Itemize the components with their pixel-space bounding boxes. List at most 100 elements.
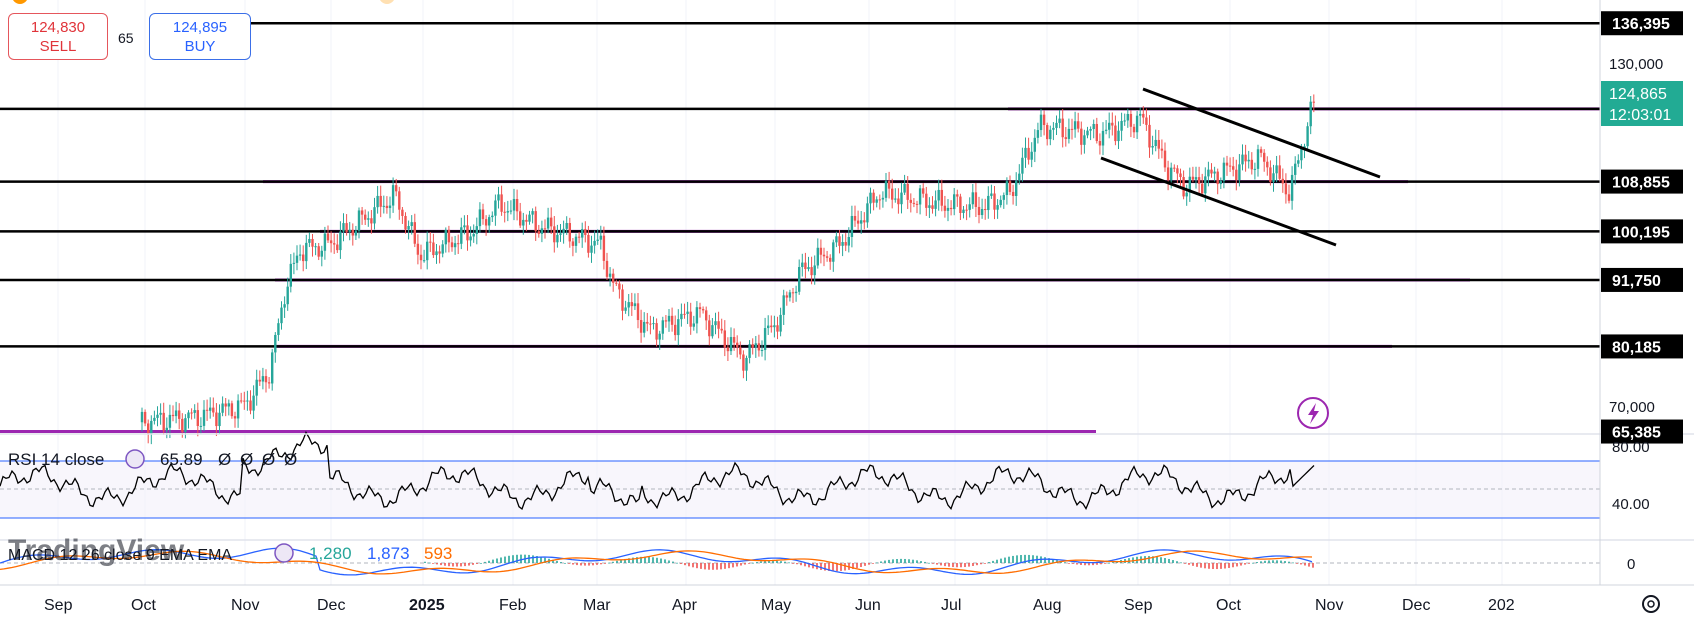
macd-line <box>0 547 1313 576</box>
candle <box>711 318 714 339</box>
channel-upper-line[interactable] <box>1142 87 1381 179</box>
gear-icon[interactable] <box>1642 595 1660 613</box>
candle <box>348 221 351 241</box>
candle <box>373 197 376 230</box>
descending-channel-drawing[interactable] <box>1100 87 1381 247</box>
candle <box>1083 129 1086 154</box>
candle <box>918 184 922 215</box>
candle <box>677 309 680 346</box>
candle <box>661 316 664 340</box>
candle <box>891 178 894 209</box>
price-tick-130000: 130,000 <box>1609 56 1663 73</box>
candle <box>624 300 627 314</box>
time-label-dec: Dec <box>1402 597 1430 614</box>
candle <box>1042 110 1046 136</box>
candle <box>878 194 881 210</box>
candle <box>159 403 162 425</box>
rsi-placeholder-3: Ø <box>262 450 275 469</box>
candle <box>354 225 358 241</box>
candle <box>940 179 943 212</box>
channel-lower-line[interactable] <box>1100 156 1337 247</box>
candle <box>460 217 463 250</box>
rsi-placeholder-1: Ø <box>218 450 231 469</box>
candle <box>860 211 863 234</box>
rsi-legend[interactable]: RSI 14 close 65.89 Ø Ø Ø Ø <box>8 449 297 469</box>
candle <box>571 238 575 257</box>
candle <box>838 230 841 254</box>
candle <box>825 250 829 262</box>
candle <box>953 188 956 216</box>
buy-price: 124,895 <box>172 19 228 36</box>
candle <box>881 191 885 208</box>
candle <box>763 317 767 361</box>
level-price-labels[interactable]: 136,395121,500108,855100,19591,75080,185… <box>1601 11 1683 444</box>
candle <box>822 247 826 267</box>
candle <box>295 245 299 271</box>
candle <box>729 327 733 356</box>
candle <box>233 411 237 428</box>
top-left-partial-icon[interactable] <box>12 0 28 4</box>
macd-pane[interactable] <box>0 547 1600 576</box>
candle <box>534 206 537 241</box>
candle <box>491 211 494 222</box>
candle <box>426 231 429 270</box>
rsi-settings-icon[interactable] <box>125 449 145 469</box>
candle <box>906 176 909 209</box>
candle <box>937 179 940 211</box>
candle <box>742 350 745 379</box>
macd-legend[interactable]: MACD 12 26 close 9 EMA EMA 1,280 1,873 5… <box>8 543 452 564</box>
candle <box>872 189 875 211</box>
candle <box>931 196 934 214</box>
candle <box>782 289 785 325</box>
level-lines[interactable] <box>0 21 1600 348</box>
bar-countdown: 12:03:01 <box>1609 107 1671 124</box>
candle <box>1194 166 1198 189</box>
rsi-pane[interactable] <box>0 431 1600 519</box>
candle <box>819 239 823 264</box>
level-badge-100195 <box>1601 219 1683 244</box>
lightning-icon[interactable] <box>1297 397 1329 429</box>
candle <box>1058 109 1061 129</box>
candle <box>946 198 950 222</box>
rsi-value: 65.89 <box>160 450 203 469</box>
candle <box>546 207 550 234</box>
candle <box>252 385 255 419</box>
buy-button[interactable]: 124,895 BUY <box>149 13 251 60</box>
time-label-aug: Aug <box>1033 597 1061 614</box>
candle <box>798 259 801 295</box>
candle <box>760 340 764 357</box>
macd-line-value: 1,873 <box>367 544 410 563</box>
macd-signal-value: 593 <box>424 544 452 563</box>
candle <box>794 285 798 302</box>
time-axis[interactable]: Sep Oct Nov Dec 2025 Feb Mar Apr May Jun Jul Aug Sep… <box>44 597 1515 614</box>
candle <box>227 399 230 416</box>
candle <box>1101 122 1105 156</box>
candle <box>1219 177 1222 190</box>
candle <box>342 213 345 242</box>
candle <box>714 312 717 335</box>
candle <box>698 302 702 318</box>
time-label-dec: Dec <box>317 597 345 614</box>
candle <box>562 220 565 244</box>
candle <box>1089 126 1092 141</box>
candle <box>875 196 878 208</box>
sell-button[interactable]: 124,830 SELL <box>8 13 108 60</box>
tradingview-watermark: TradingView <box>8 534 185 567</box>
candle <box>370 210 373 234</box>
candle <box>655 318 658 347</box>
candle <box>748 340 751 364</box>
candle <box>289 254 292 293</box>
candle <box>1241 144 1244 171</box>
top-partial-icon[interactable] <box>379 0 395 4</box>
level-badge-80185 <box>1601 334 1683 359</box>
candle <box>286 277 289 311</box>
candle <box>413 213 416 248</box>
time-label-may: May <box>761 597 791 614</box>
candle <box>240 392 243 404</box>
candle <box>701 306 705 314</box>
candle <box>1098 133 1102 155</box>
level-label-136395: 136,395 <box>1612 16 1670 33</box>
macd-settings-icon[interactable] <box>274 543 294 563</box>
